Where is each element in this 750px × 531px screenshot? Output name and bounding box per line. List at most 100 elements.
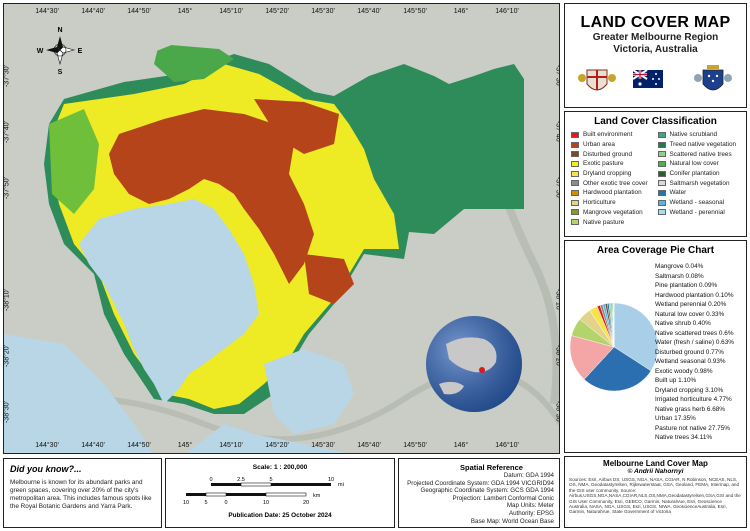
legend-swatch — [657, 141, 666, 148]
legend-swatch — [657, 131, 666, 138]
map-title: LAND COVER MAP — [580, 14, 731, 31]
legend-label: Natural low cover — [669, 160, 719, 168]
legend-title: Land Cover Classification — [594, 116, 717, 127]
bottom-tick-label: 145°50' — [403, 442, 427, 449]
urban-region — [109, 109, 314, 284]
pie-chart-panel: Area Coverage Pie Chart Mangrove 0.04% Sa… — [564, 240, 747, 453]
left-tick-label: -38°20' — [3, 344, 11, 368]
western-port — [264, 349, 354, 434]
legend-swatch — [571, 199, 579, 206]
pie-slice-label: Native shrub 0.40% — [655, 320, 711, 327]
top-tick-label: 145°40' — [357, 8, 381, 15]
victoria-coat-of-arms-icon — [694, 65, 732, 91]
grassland-west — [49, 109, 99, 214]
km-tick-3: 10 — [263, 500, 269, 506]
legend-item: Wetland - seasonal — [657, 198, 743, 208]
pie-slice-pasture-not-native — [583, 346, 652, 392]
land-cover-map[interactable]: N S E W — [4, 4, 560, 454]
pie-slice-label: Native grass herb 6.68% — [655, 405, 725, 413]
top-tick-label: 145°20' — [265, 8, 289, 15]
top-tick-label: 144°30' — [35, 8, 59, 15]
legend-item: Exotic pasture — [571, 159, 656, 169]
legend-item: Water — [657, 188, 743, 198]
right-tick-label: -37°50' — [554, 176, 560, 200]
legend-swatch — [657, 199, 666, 206]
spatial-reference-line: Authority: EPSG — [508, 509, 554, 517]
legend-label: Horticulture — [583, 199, 616, 207]
bottom-tick-label: 146°10' — [495, 442, 519, 449]
legend-item: Mangrove vegetation — [571, 208, 656, 218]
legend-swatch — [571, 189, 579, 196]
miles-tick-0: 0 — [209, 477, 212, 483]
legend-swatch — [657, 170, 666, 177]
top-tick-label: 145° — [177, 8, 193, 15]
bottom-tick-label: 145°40' — [357, 442, 381, 449]
compass-s-label: S — [58, 69, 63, 76]
bottom-tick-label: 146° — [453, 442, 469, 449]
legend-swatch — [657, 189, 666, 196]
did-you-know-text: Melbourne is known for its abundant park… — [10, 479, 152, 510]
pie-slice-label: Pasture not native 27.75% — [655, 424, 730, 432]
spatial-reference-panel: Spatial Reference Datum: GDA 1994 Project… — [398, 458, 560, 528]
pie-slice-label: Exotic woody 0.98% — [655, 367, 713, 375]
bottom-tick-label: 145° — [177, 442, 193, 449]
southern-sea — [186, 424, 345, 453]
legend-swatch — [571, 170, 579, 177]
grassland-north — [154, 44, 234, 82]
legend-panel: Land Cover Classification Built environm… — [564, 111, 747, 237]
pie-slice-label: Dryland cropping 3.10% — [655, 386, 724, 394]
legend-label: Dryland cropping — [583, 170, 632, 178]
km-tick-2: 0 — [224, 500, 227, 506]
legend-item: Other exotic tree cover — [571, 178, 656, 188]
north-arrow-compass-icon — [46, 36, 76, 66]
urban-east — [254, 99, 339, 154]
spatial-reference-line: Base Map: World Ocean Base — [470, 517, 554, 525]
bottom-tick-label: 145°30' — [311, 442, 335, 449]
legend-swatch — [571, 209, 579, 216]
legend-item: Urban area — [571, 140, 656, 150]
legend-swatch — [657, 160, 666, 167]
pie-slice-label: Urban 17.35% — [655, 415, 696, 422]
legend-label: Built environment — [583, 131, 633, 139]
right-tick-label: -38°20' — [554, 344, 560, 368]
top-tick-label: 146°10' — [495, 8, 519, 15]
pie-chart-labels: Mangrove 0.04% Saltmarsh 0.08% Pine planta… — [655, 262, 747, 443]
spatial-reference-lines: Datum: GDA 1994 Projected Coordinate Syst… — [399, 472, 554, 525]
legend-item: Dryland cropping — [571, 169, 656, 179]
legend-label: Urban area — [583, 141, 615, 149]
pie-slice-label: Pine plantation 0.09% — [655, 282, 718, 289]
pie-slice-label: Wetland perennial 0.20% — [655, 301, 727, 308]
bottom-tick-label: 144°40' — [81, 442, 105, 449]
legend-swatch — [657, 209, 666, 216]
credits-author: © Andrii Nahornyi — [627, 468, 684, 475]
top-tick-label: 146° — [453, 8, 469, 15]
map-frame[interactable]: N S E W 144°30' 144°40' 144°50' 145° 145°10'… — [3, 3, 560, 454]
legend-list: Built environment Native scrubland Urban a… — [565, 127, 746, 227]
australian-flag-icon — [632, 69, 663, 88]
spatial-reference-line: Datum: GDA 1994 — [503, 472, 554, 479]
top-tick-label: 144°50' — [127, 8, 151, 15]
legend-swatch — [571, 160, 579, 167]
emblems — [578, 65, 732, 91]
pie-slice-label: Hardwood plantation 0.10% — [655, 291, 734, 299]
top-tick-label: 145°10' — [219, 8, 243, 15]
legend-label: Scattered native trees — [669, 150, 732, 158]
miles-tick-1: 2.5 — [237, 477, 245, 483]
scale-panel: Scale: 1 : 200,000 0 2.5 5 10 mi 10 5 0 … — [165, 458, 395, 528]
spatial-reference-line: Projection: Lambert Conformal Conic — [452, 494, 554, 502]
compass-e-label: E — [78, 48, 83, 55]
left-tick-label: -38° — [3, 237, 6, 251]
legend-label: Treed native vegetation — [669, 141, 737, 149]
pie-slice-label: Wetland seasonal 0.93% — [655, 358, 726, 365]
km-tick-4: 20 — [303, 500, 309, 506]
pie-slice-label: Native trees 34.11% — [655, 434, 713, 441]
credits-panel: Melbourne Land Cover Map © Andrii Nahorn… — [564, 456, 747, 528]
legend-label: Wetland - seasonal — [669, 199, 725, 207]
legend-label: Disturbed ground — [583, 150, 633, 158]
did-you-know-panel: Did you know?... Melbourne is known for … — [3, 458, 162, 528]
legend-label: Exotic pasture — [583, 160, 624, 168]
legend-item: Horticulture — [571, 198, 656, 208]
miles-scale-bar: 0 2.5 5 10 mi — [209, 477, 343, 488]
pie-slice-urban — [569, 335, 615, 380]
pie-slice-label: Mangrove 0.04% — [655, 263, 704, 270]
